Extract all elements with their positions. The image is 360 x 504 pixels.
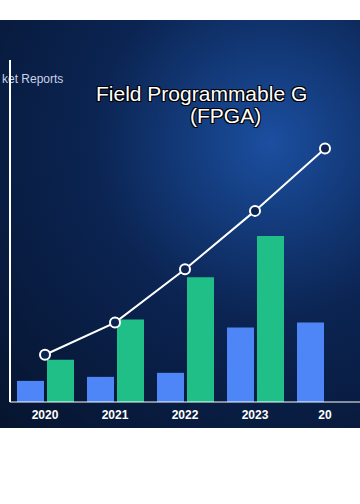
svg-text:2020: 2020: [32, 408, 59, 422]
svg-text:2022: 2022: [172, 408, 199, 422]
svg-text:20: 20: [318, 408, 332, 422]
svg-text:2023: 2023: [242, 408, 269, 422]
html-text:Field Programmable G: Field Programmable G: [96, 82, 308, 105]
svg-text:2021: 2021: [102, 408, 129, 422]
html-text:ket Reports: ket Reports: [2, 72, 64, 86]
html-text:(FPGA): (FPGA): [190, 104, 262, 127]
